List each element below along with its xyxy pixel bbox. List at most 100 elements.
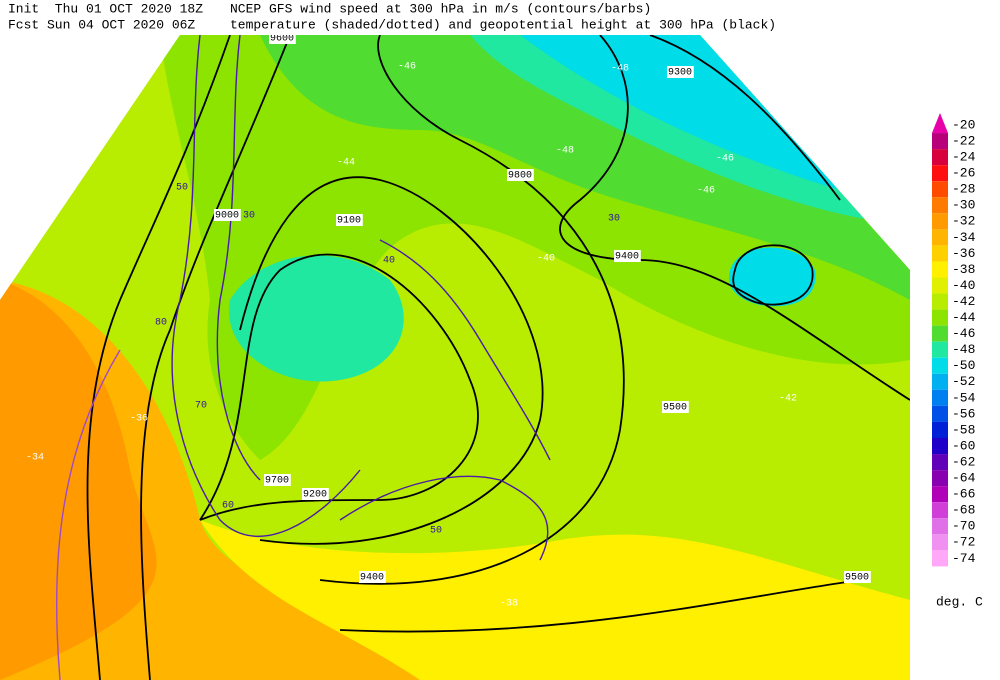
contour-label: 30 [608,214,620,225]
colorbar-label: -40 [952,278,975,293]
contour-label: -36 [130,414,148,425]
contour-label-bg [269,35,296,44]
colorbar-label: -46 [952,326,975,341]
contour-label-bg [336,214,363,226]
colorbar-label: -52 [952,374,975,389]
colorbar-box [932,389,948,406]
colorbar-label: -36 [952,246,975,261]
colorbar-label: -74 [952,551,976,566]
colorbar-box [932,421,948,438]
shade-yellow [200,520,910,680]
contour-label: -44 [337,158,355,169]
height-contour [140,35,291,680]
colorbar-label: -32 [952,214,975,229]
colorbar-arrow [932,113,948,133]
shade-cold [470,35,870,220]
map-area: 9300 9000 30 -46 -48 -46 -44 9100 9600 50 40 9800 -4… [0,34,910,680]
colorbar-box [932,405,948,422]
colorbar-label: -54 [952,390,976,405]
init-time: Init Thu 01 OCT 2020 18Z [8,1,203,16]
contour-label: 40 [383,256,395,267]
colorbar-box [932,197,948,214]
contour-label: 30 [243,211,255,222]
contour-label-bg [844,571,871,583]
shade-cold-low [228,255,404,382]
contour-label: 9800 [508,171,532,182]
height-contour [86,35,231,680]
colorbar-label: -42 [952,294,975,309]
contour-label: 9700 [265,476,289,487]
colorbar-box [932,149,948,166]
colorbar-label: -64 [952,471,976,486]
colorbar-label: -56 [952,406,975,421]
colorbar-label: -28 [952,182,975,197]
colorbar-box [932,470,948,487]
contour-label: 60 [222,501,234,512]
contour-label: 50 [430,526,442,537]
colorbar-box [932,357,948,374]
colorbar-box [932,277,948,294]
colorbar-label: -50 [952,358,975,373]
colorbar-units: deg. C [936,594,983,609]
colorbar-box [932,229,948,246]
colorbar-box [932,438,948,455]
contour-label: -46 [716,154,734,165]
colorbar-label: -44 [952,310,976,325]
colorbar-label: -38 [952,262,975,277]
contour-label: 9000 [215,211,239,222]
contour-label: -46 [398,62,416,73]
colorbar-box [932,518,948,535]
colorbar-box [932,165,948,182]
colorbar-label: -20 [952,117,975,132]
height-contour [199,253,479,521]
colorbar-box [932,261,948,278]
contour-label-bg [359,571,386,583]
height-contour [649,35,841,201]
colorbar-box [932,245,948,262]
colorbar-label: -26 [952,166,975,181]
colorbar-label: -60 [952,438,975,453]
colorbar-label: -70 [952,519,975,534]
height-contour [559,35,910,401]
colorbar-box [932,181,948,198]
contour-label-bg [662,401,689,413]
contour-label: 9600 [270,34,294,45]
contour-label: 9500 [845,573,869,584]
wind-contour [339,475,549,561]
colorbar-box [932,550,948,567]
contour-label-bg [507,169,534,181]
contour-label: -48 [556,146,574,157]
wind-contour [55,349,121,680]
contour-label: 9500 [663,403,687,414]
contour-label: -38 [500,599,518,610]
colorbar-box [932,325,948,342]
colorbar-box [932,502,948,519]
shade-colder [520,35,840,190]
colorbar-label: -30 [952,198,975,213]
contour-label: 9100 [337,216,361,227]
colorbar-label: -48 [952,342,975,357]
colorbar-label: -68 [952,503,975,518]
colorbar-box [932,309,948,326]
contour-label: -46 [697,186,715,197]
colorbar-box [932,454,948,471]
wind-contour [216,35,261,481]
wind-contour [379,239,551,461]
colorbar-label: -66 [952,487,975,502]
title-line-2: temperature (shaded/dotted) and geopoten… [230,17,776,32]
contour-label-bg [614,250,641,262]
contour-label: -40 [537,254,555,265]
contour-label: -42 [779,394,797,405]
forecast-time: Fcst Sun 04 OCT 2020 06Z [8,17,195,32]
shade-warmest [0,280,157,680]
colorbar-box [932,534,948,551]
height-contour [339,579,861,633]
colorbar-label: -34 [952,230,976,245]
height-contour [732,244,814,306]
colorbar-box [932,293,948,310]
contour-label-bg [264,474,291,486]
colorbar-label: -58 [952,422,975,437]
colorbar-box [932,133,948,150]
colorbar-box [932,213,948,230]
